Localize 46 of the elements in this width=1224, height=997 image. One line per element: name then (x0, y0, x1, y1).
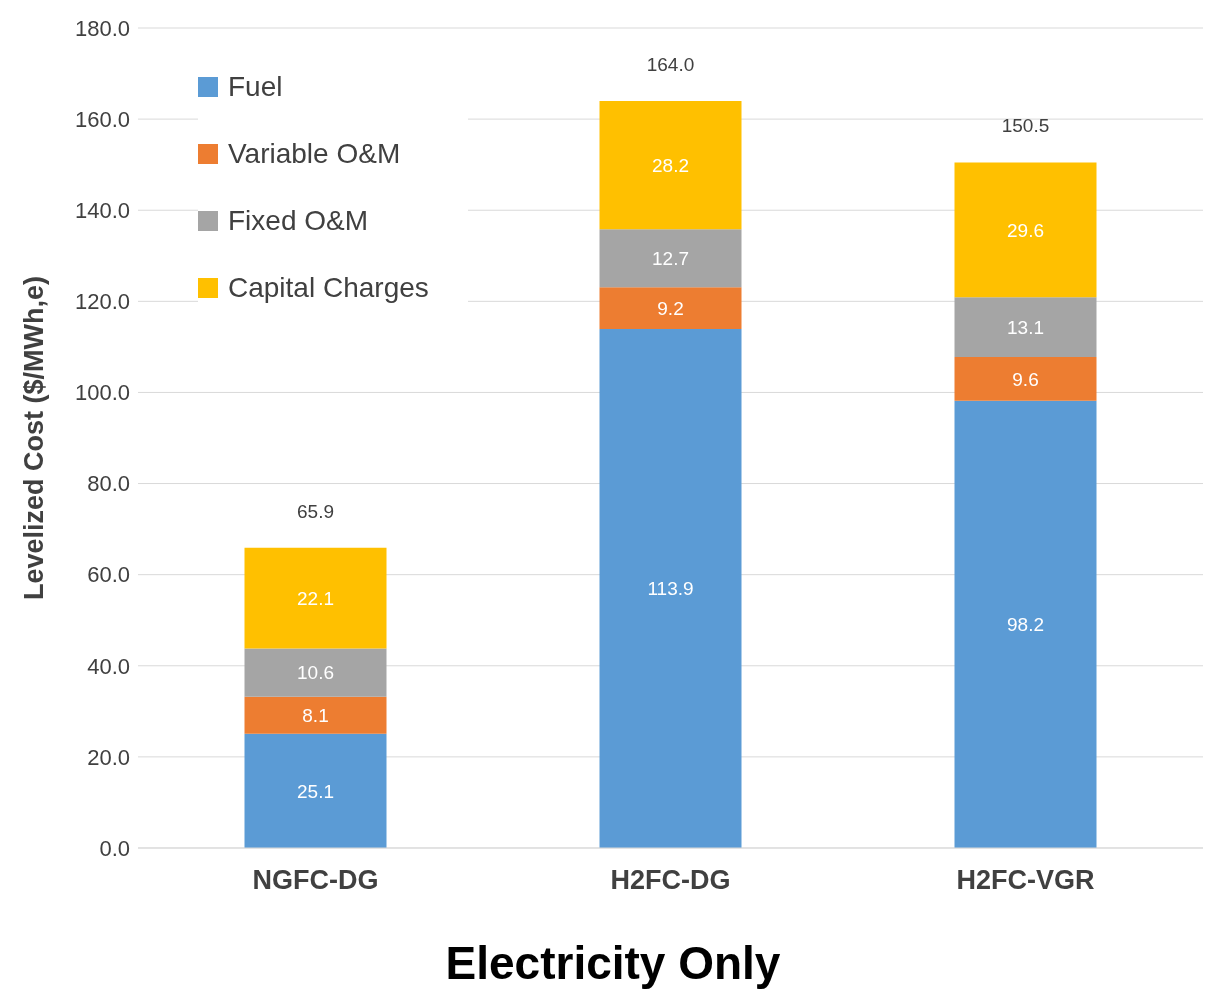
bar (599, 100, 742, 230)
data-label: 22.1 (297, 587, 334, 609)
y-tick-label: 100.0 (74, 380, 130, 406)
total-label: 65.9 (297, 500, 334, 522)
bar (954, 297, 1097, 357)
bar (954, 400, 1097, 848)
data-label: 13.1 (1007, 316, 1044, 338)
y-tick-label: 180.0 (74, 15, 130, 41)
bar (244, 733, 387, 848)
y-tick-label: 80.0 (87, 471, 130, 497)
y-tick-label: 120.0 (74, 289, 130, 315)
y-axis-title: Levelized Cost ($/MWh,e) (18, 275, 49, 601)
total-label: 150.5 (1001, 115, 1050, 137)
x-tick-label: NGFC-DG (252, 865, 379, 896)
x-tick-label: H2FC-DG (610, 865, 731, 896)
bar (599, 287, 742, 330)
legend-label: Variable O&M (228, 137, 401, 170)
legend-label: Fuel (228, 70, 283, 103)
bar (954, 356, 1097, 401)
total-label: 164.0 (646, 53, 695, 75)
bar (599, 329, 742, 848)
data-label: 98.2 (1007, 614, 1044, 636)
y-tick-label: 0.0 (99, 835, 130, 861)
y-tick-label: 160.0 (74, 106, 130, 132)
y-tick-label: 60.0 (87, 562, 130, 588)
data-label: 113.9 (647, 578, 694, 600)
data-label: 8.1 (302, 704, 329, 726)
bar (954, 162, 1097, 298)
data-label: 28.2 (652, 154, 689, 176)
data-label: 29.6 (1007, 219, 1044, 241)
bar (599, 229, 742, 288)
y-tick-label: 140.0 (74, 198, 130, 224)
legend-label: Fixed O&M (228, 204, 369, 237)
bar (244, 648, 387, 697)
x-axis-title: Electricity Only (444, 936, 782, 990)
data-label: 9.6 (1012, 368, 1039, 390)
data-label: 25.1 (297, 780, 334, 802)
data-label: 12.7 (652, 248, 689, 270)
bar (244, 547, 387, 649)
data-label: 9.2 (657, 297, 684, 319)
legend-label: Capital Charges (228, 271, 429, 304)
y-tick-label: 40.0 (87, 653, 130, 679)
y-tick-label: 20.0 (87, 744, 130, 770)
data-label: 10.6 (297, 662, 334, 684)
bar (244, 696, 387, 734)
x-tick-label: H2FC-VGR (956, 865, 1095, 896)
